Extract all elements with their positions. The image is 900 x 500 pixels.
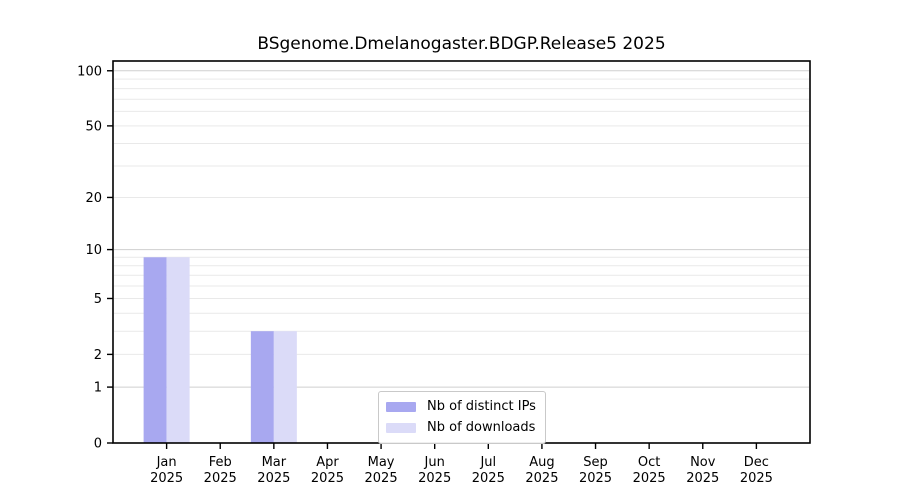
legend-label-distinct-ips: Nb of distinct IPs <box>427 399 536 414</box>
bar-downloads-jan <box>166 257 190 443</box>
x-tick-year-label: 2025 <box>150 471 183 486</box>
legend-item-distinct-ips: Nb of distinct IPs <box>386 397 536 417</box>
x-tick-month-label: Nov <box>690 455 716 470</box>
y-tick-label: 50 <box>85 119 102 134</box>
x-tick-year-label: 2025 <box>686 471 719 486</box>
legend-swatch-distinct-ips <box>386 402 416 412</box>
y-tick-label: 2 <box>94 348 102 363</box>
x-tick-year-label: 2025 <box>204 471 237 486</box>
legend-swatch-downloads <box>386 423 416 433</box>
x-tick-month-label: Feb <box>209 455 232 470</box>
x-tick-month-label: Jul <box>479 455 496 470</box>
y-tick-label: 0 <box>94 437 102 452</box>
x-tick-year-label: 2025 <box>257 471 290 486</box>
x-tick-month-label: Aug <box>529 455 554 470</box>
plot-border <box>112 60 811 444</box>
legend-label-downloads: Nb of downloads <box>427 420 536 435</box>
x-tick-month-label: Apr <box>316 455 339 470</box>
x-tick-month-label: Dec <box>744 455 769 470</box>
x-tick-year-label: 2025 <box>579 471 612 486</box>
x-tick-year-label: 2025 <box>365 471 398 486</box>
x-tick-month-label: Jan <box>156 455 177 470</box>
y-tick-label: 1 <box>94 381 102 396</box>
x-tick-month-label: Jun <box>424 455 445 470</box>
x-tick-month-label: Mar <box>262 455 287 470</box>
y-tick-label: 5 <box>94 292 102 307</box>
chart-title: BSgenome.Dmelanogaster.BDGP.Release5 202… <box>257 34 666 54</box>
x-tick-year-label: 2025 <box>740 471 773 486</box>
y-tick-label: 20 <box>85 191 102 206</box>
x-tick-year-label: 2025 <box>311 471 344 486</box>
legend-item-downloads: Nb of downloads <box>386 418 536 438</box>
x-tick-year-label: 2025 <box>633 471 666 486</box>
y-tick-label: 100 <box>77 64 102 79</box>
y-tick-label: 10 <box>85 243 102 258</box>
legend: Nb of distinct IPs Nb of downloads <box>378 391 546 444</box>
bar-distinct-ips-jan <box>143 257 167 443</box>
x-tick-month-label: Sep <box>583 455 608 470</box>
x-tick-year-label: 2025 <box>472 471 505 486</box>
bar-distinct-ips-mar <box>250 331 274 443</box>
x-tick-year-label: 2025 <box>418 471 451 486</box>
bar-downloads-mar <box>273 331 297 443</box>
x-tick-year-label: 2025 <box>525 471 558 486</box>
x-tick-month-label: May <box>368 455 395 470</box>
x-tick-month-label: Oct <box>638 455 660 470</box>
